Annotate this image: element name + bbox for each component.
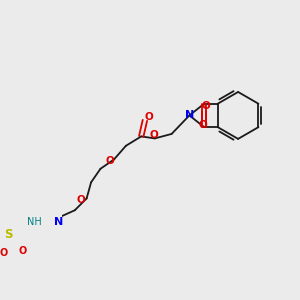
Text: O: O (199, 120, 207, 130)
Text: O: O (150, 130, 159, 140)
Text: O: O (18, 246, 27, 256)
Text: O: O (76, 195, 85, 206)
Text: O: O (105, 156, 114, 167)
Text: S: S (4, 228, 13, 241)
Text: N: N (54, 217, 64, 226)
Text: O: O (201, 101, 210, 111)
Text: N: N (185, 110, 194, 120)
Text: O: O (0, 248, 8, 258)
Text: O: O (144, 112, 153, 122)
Text: NH: NH (26, 217, 41, 227)
